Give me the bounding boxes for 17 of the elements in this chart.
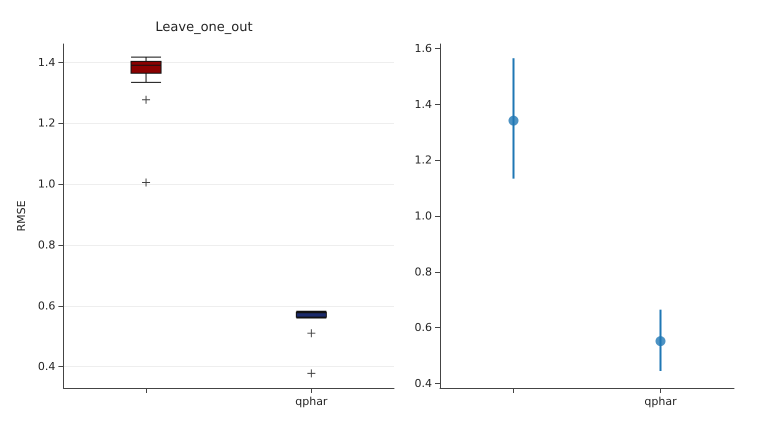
- y-tick-label: 0.4: [38, 360, 56, 374]
- y-tick-label: 0.8: [414, 265, 432, 278]
- y-tick-label: 1.0: [38, 178, 56, 191]
- y-tick-label: 0.6: [414, 321, 432, 334]
- x-tick-label: qphar: [295, 395, 328, 408]
- y-tick-label: 1.4: [414, 98, 432, 111]
- y-tick-label: 1.4: [38, 56, 56, 69]
- y-tick-label: 1.6: [414, 42, 432, 56]
- y-tick-label: 1.2: [38, 116, 56, 130]
- chart-title: Leave_one_out: [155, 20, 253, 35]
- y-tick-label: 0.8: [38, 238, 56, 252]
- y-axis-title: RMSE: [15, 200, 28, 232]
- y-tick-label: 0.4: [414, 376, 432, 390]
- y-tick-label: 1.0: [414, 210, 432, 222]
- y-tick-label: 0.6: [38, 299, 56, 312]
- y-tick-label: 1.2: [414, 154, 432, 167]
- x-tick-label: qphar: [644, 395, 678, 408]
